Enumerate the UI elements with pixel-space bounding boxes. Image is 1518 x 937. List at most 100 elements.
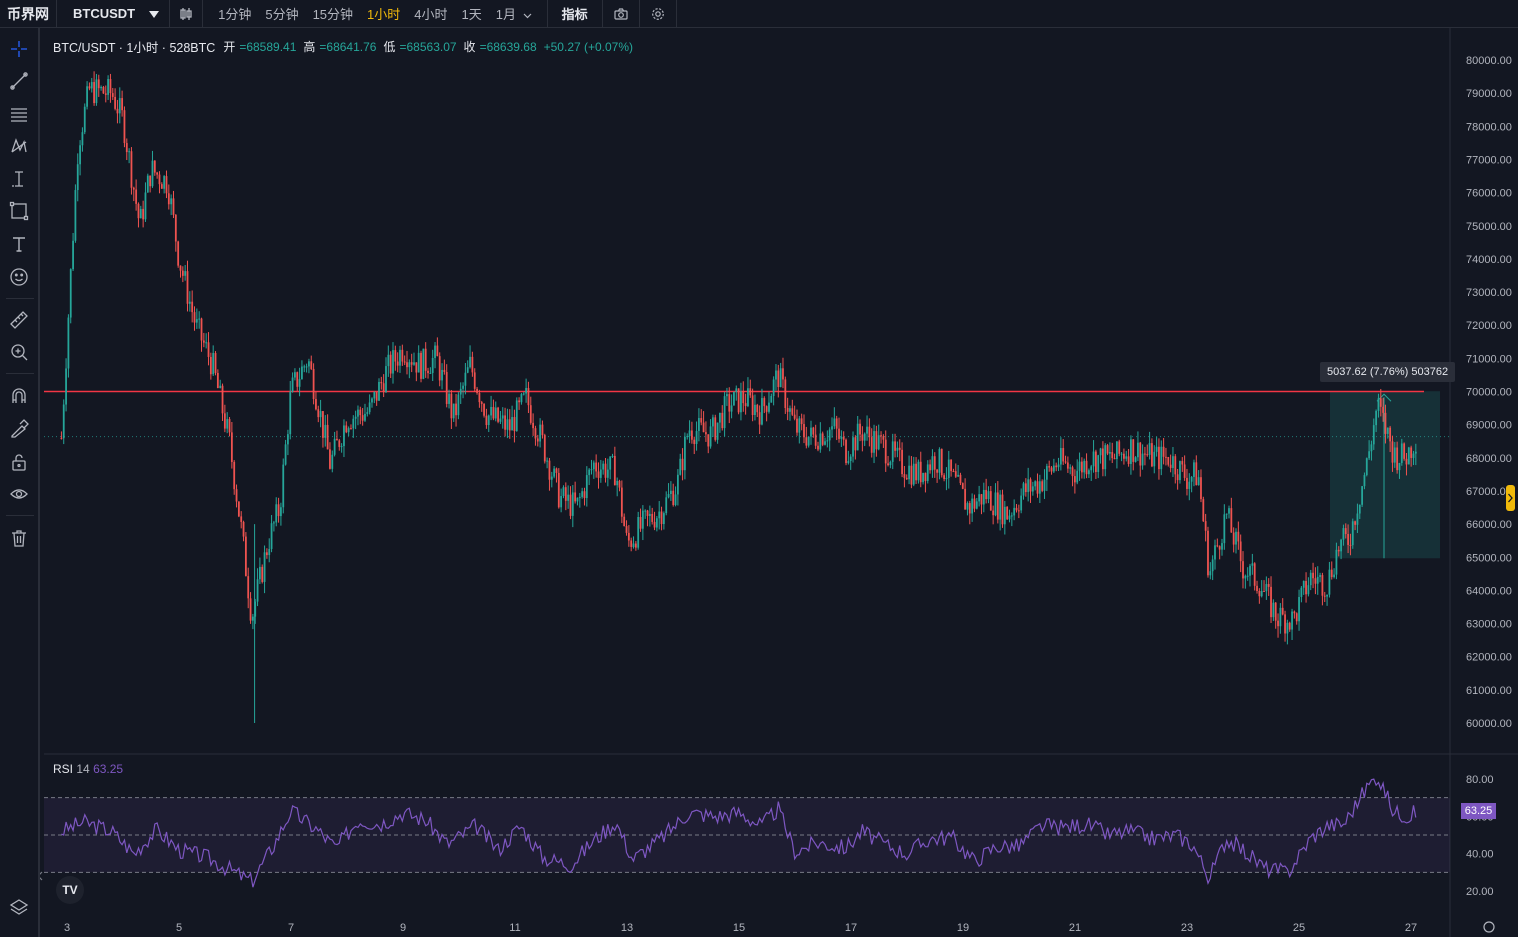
rsi-period: 14 xyxy=(76,762,90,776)
candle xyxy=(917,461,920,481)
layers-icon[interactable] xyxy=(6,894,32,920)
trash-icon[interactable] xyxy=(6,525,32,551)
candle xyxy=(992,510,995,516)
price-axis-label: 64000.00 xyxy=(1466,585,1512,597)
candle xyxy=(1372,425,1375,445)
candle xyxy=(158,174,161,185)
candle xyxy=(1204,521,1207,531)
lock-drawing-icon[interactable] xyxy=(6,416,32,442)
candle xyxy=(669,490,672,495)
candle xyxy=(144,192,147,220)
rsi-line xyxy=(61,778,1417,888)
trend-line-icon[interactable] xyxy=(6,68,32,94)
candle xyxy=(1298,596,1300,622)
candle xyxy=(1302,581,1305,588)
ruler-icon[interactable] xyxy=(6,307,32,333)
tradingview-logo[interactable]: TV xyxy=(56,876,84,904)
candle xyxy=(602,463,605,470)
candle xyxy=(151,160,154,187)
candle xyxy=(305,366,308,368)
change-value: +50.27 (+0.07%) xyxy=(543,39,634,54)
candle xyxy=(712,417,714,427)
candle xyxy=(831,426,833,430)
candle xyxy=(842,436,845,440)
candle xyxy=(557,472,560,508)
low-value: =68563.07 xyxy=(399,39,457,54)
candle xyxy=(1356,513,1359,525)
candle xyxy=(1078,461,1081,471)
rsi-legend[interactable]: RSI 14 63.25 xyxy=(53,762,123,776)
candle xyxy=(184,271,187,276)
text-tool-icon[interactable] xyxy=(6,231,32,257)
candle xyxy=(331,454,334,469)
eye-icon[interactable] xyxy=(6,481,32,507)
candle xyxy=(835,418,838,429)
interval-5m[interactable]: 5分钟 xyxy=(265,7,299,22)
candle xyxy=(1239,541,1242,562)
indicators-button[interactable]: 指标 xyxy=(548,0,603,27)
candle xyxy=(796,418,798,433)
price-axis-label: 72000.00 xyxy=(1466,320,1512,332)
candle xyxy=(72,240,74,270)
candle xyxy=(891,441,894,462)
candle xyxy=(1048,466,1051,468)
interval-4h[interactable]: 4小时 xyxy=(414,7,448,22)
emoji-icon[interactable] xyxy=(6,264,32,290)
candle xyxy=(424,348,427,371)
candle xyxy=(387,354,390,367)
rsi-axis-label: 80.00 xyxy=(1466,774,1494,786)
candle xyxy=(1242,561,1244,579)
candle xyxy=(1281,607,1284,615)
symbol-selector[interactable]: BTCUSDT xyxy=(57,0,171,27)
candle xyxy=(219,385,222,389)
candle xyxy=(1340,539,1342,552)
candle xyxy=(1036,481,1039,494)
interval-15m[interactable]: 15分钟 xyxy=(312,7,354,22)
candle xyxy=(86,86,88,107)
candle xyxy=(476,388,478,393)
candle xyxy=(137,203,140,219)
interval-1d[interactable]: 1天 xyxy=(461,7,482,22)
candle xyxy=(747,388,749,407)
candle xyxy=(646,510,649,516)
compare-symbol-icon[interactable] xyxy=(170,0,204,27)
interval-1h[interactable]: 1小时 xyxy=(367,7,401,22)
candle xyxy=(294,372,296,378)
candle xyxy=(343,425,345,447)
candle xyxy=(630,540,633,547)
time-axis-label: 27 xyxy=(1405,922,1417,934)
candle xyxy=(268,548,271,556)
candle xyxy=(221,385,224,414)
candle xyxy=(805,437,808,446)
candle xyxy=(191,301,194,313)
interval-selector: 1分钟 5分钟 15分钟 1小时 4小时 1天 1月 xyxy=(203,0,548,27)
candle xyxy=(130,151,133,188)
candle xyxy=(1347,534,1349,545)
crosshair-icon[interactable] xyxy=(6,36,32,62)
interval-1mon[interactable]: 1月 xyxy=(489,4,539,23)
zoom-in-icon[interactable] xyxy=(6,339,32,365)
time-axis-label: 23 xyxy=(1181,922,1193,934)
horizontal-lines-icon[interactable] xyxy=(6,101,32,127)
candle xyxy=(1211,559,1214,572)
pattern-tool-icon[interactable] xyxy=(6,133,32,159)
gear-icon[interactable] xyxy=(640,0,677,27)
measure-range-icon[interactable] xyxy=(6,166,32,192)
candle xyxy=(90,82,93,89)
unlock-icon[interactable] xyxy=(6,449,32,475)
candle xyxy=(226,419,229,429)
candle xyxy=(772,379,775,396)
interval-1m[interactable]: 1分钟 xyxy=(218,7,252,22)
time-axis-label: 17 xyxy=(845,922,857,934)
interval-1mon-label: 1月 xyxy=(495,7,516,22)
candle xyxy=(877,435,880,450)
price-chart[interactable]: 80000.00 79000.00 78000.00 77000.00 76000.00… xyxy=(40,28,1518,937)
magnet-icon[interactable] xyxy=(6,383,32,409)
candle xyxy=(1330,569,1333,578)
candle xyxy=(270,523,273,549)
camera-icon[interactable] xyxy=(603,0,640,27)
site-logo[interactable]: 币界网 xyxy=(0,0,57,27)
candle xyxy=(908,465,910,480)
candle xyxy=(1393,447,1396,463)
rectangle-icon[interactable] xyxy=(6,198,32,224)
